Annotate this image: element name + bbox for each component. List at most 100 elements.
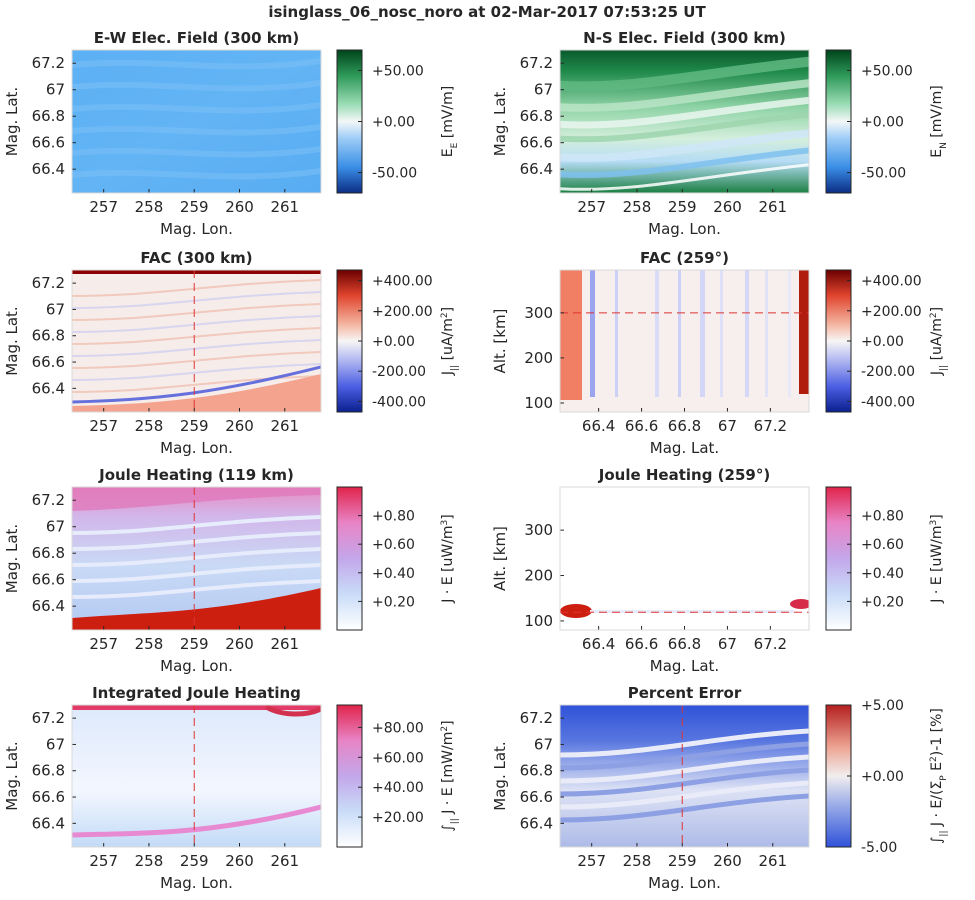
x-tick-label: 258 <box>135 852 164 870</box>
y-tick-label: 66.8 <box>32 107 65 125</box>
axes-box <box>559 704 810 848</box>
y-tick-label: 66.8 <box>32 762 65 780</box>
colorbar <box>336 704 363 848</box>
y-tick-label: 66.6 <box>520 788 553 806</box>
colorbar-label: EE [mV/m] <box>440 86 460 158</box>
panel-title: FAC (259°) <box>640 249 729 267</box>
y-tick-label: 66.4 <box>520 814 553 832</box>
y-axis-label: Alt. [km] <box>491 309 509 374</box>
colorbar-tick-label: +5.00 <box>861 698 904 714</box>
y-tick-label: 200 <box>524 567 553 585</box>
colorbar-tick-label: +50.00 <box>372 63 424 79</box>
x-tick-label: 260 <box>225 198 254 216</box>
y-tick-label: 67.2 <box>520 54 553 72</box>
fac-band <box>72 279 321 297</box>
fac-band <box>72 339 321 357</box>
colorbar-tick-label: +200.00 <box>372 304 433 320</box>
x-axis-label: Mag. Lat. <box>650 439 719 457</box>
panel-7: Integrated Joule Heating 257 258 259 260 261 6… <box>3 684 460 892</box>
x-axis-label: Mag. Lon. <box>648 874 721 892</box>
colorbar <box>825 486 852 631</box>
heatmap-field <box>560 705 809 847</box>
y-tick-label: 66.8 <box>32 544 65 562</box>
colorbar-tick-label: +0.00 <box>861 115 904 131</box>
x-tick-label: 259 <box>180 198 209 216</box>
y-tick-label: 67.2 <box>32 709 65 727</box>
y-tick-label: 66.4 <box>520 160 553 178</box>
y-tick-label: 67.2 <box>520 709 553 727</box>
colorbar-label: ∫|| J · E [mW/m2] <box>440 720 460 831</box>
heatmap-texture <box>72 270 321 412</box>
field-band <box>72 102 321 114</box>
x-tick-label: 261 <box>270 852 299 870</box>
panel-title: E-W Elec. Field (300 km) <box>94 29 299 47</box>
fac-column <box>655 270 659 397</box>
y-tick-label: 66.4 <box>32 160 65 178</box>
field-band <box>72 168 321 180</box>
field-band <box>560 163 809 191</box>
field-band <box>560 96 809 129</box>
heating-band <box>72 547 321 567</box>
heating-band <box>72 531 321 551</box>
fac-edge <box>72 270 321 274</box>
x-axis-label: Mag. Lon. <box>160 439 233 457</box>
x-tick-label: 259 <box>668 852 697 870</box>
y-tick-label: 66.8 <box>520 762 553 780</box>
colorbar-tick-label: -200.00 <box>861 364 915 380</box>
y-tick-label: 67 <box>534 735 553 753</box>
y-tick-label: 67 <box>534 81 553 99</box>
axes-box <box>559 486 810 631</box>
field-band <box>72 58 321 70</box>
y-tick-label: 66.4 <box>32 597 65 615</box>
x-tick-label: 258 <box>623 852 652 870</box>
colorbar-tick-label: +80.00 <box>372 720 424 736</box>
y-tick-label: 66.6 <box>520 134 553 152</box>
colorbar-label: J · E [uW/m3] <box>440 514 456 604</box>
fac-column <box>799 270 809 394</box>
heatmap-field <box>560 487 809 630</box>
heating-spot <box>790 599 809 609</box>
colorbar-tick-label: -400.00 <box>861 394 915 410</box>
heating-band <box>72 579 321 599</box>
x-tick-label: 257 <box>89 198 118 216</box>
field-band <box>72 124 321 136</box>
colorbar <box>336 486 363 631</box>
x-tick-label: 261 <box>270 635 299 653</box>
field-band <box>72 146 321 158</box>
x-tick-label: 260 <box>225 417 254 435</box>
y-tick-label: 66.8 <box>32 327 65 345</box>
y-tick-label: 100 <box>524 394 553 412</box>
x-tick-label: 257 <box>89 635 118 653</box>
error-band <box>560 754 809 784</box>
colorbar-tick-label: +0.40 <box>372 566 415 582</box>
panel-title: Joule Heating (259°) <box>598 466 770 484</box>
fac-band <box>72 327 321 345</box>
y-tick-label: 66.4 <box>32 814 65 832</box>
x-tick-label: 259 <box>180 417 209 435</box>
error-band <box>560 780 809 810</box>
heating-region <box>72 487 321 511</box>
axes-box <box>71 486 322 631</box>
x-tick-label: 257 <box>577 852 606 870</box>
x-tick-label: 67.2 <box>754 417 787 435</box>
field-band <box>72 80 321 92</box>
fac-column <box>615 270 618 397</box>
heatmap-texture <box>560 270 809 400</box>
x-tick-label: 261 <box>270 198 299 216</box>
y-tick-label: 67.2 <box>32 54 65 72</box>
fac-region <box>72 374 321 412</box>
y-axis-label: Mag. Lat. <box>491 741 509 810</box>
y-tick-label: 300 <box>524 304 553 322</box>
colorbar-tick-label: -50.00 <box>372 166 417 182</box>
field-band <box>560 147 809 179</box>
colorbar-tick-label: +0.00 <box>861 334 904 350</box>
x-tick-label: 259 <box>668 198 697 216</box>
colorbar <box>336 269 363 413</box>
panel-4: FAC (259°) 66.4 66.6 66.8 67 67.2 100 200 300 Mag… <box>491 249 949 457</box>
heating-band <box>72 563 321 583</box>
x-tick-label: 66.4 <box>582 417 615 435</box>
y-tick-label: 67 <box>46 81 65 99</box>
colorbar-label: J|| [uA/m2] <box>929 307 949 376</box>
field-band <box>560 79 809 112</box>
colorbar-label: ∫|| J · E/(ΣP E2)-1 [%] <box>929 708 949 844</box>
